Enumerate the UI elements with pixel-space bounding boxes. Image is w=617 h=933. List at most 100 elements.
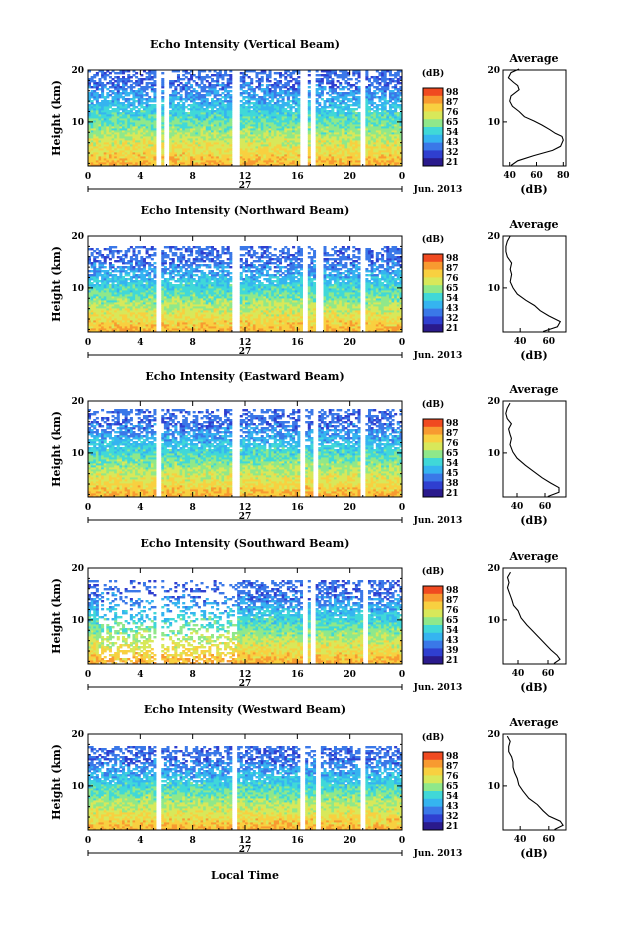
heatmap-cell (91, 86, 94, 88)
heatmap-cell (297, 76, 300, 78)
heatmap-cell (135, 106, 138, 108)
heatmap-cell (182, 78, 185, 80)
heatmap-cell (101, 82, 104, 84)
colorbar-unit: (dB) (422, 68, 444, 79)
heatmap-cell (127, 86, 130, 88)
heatmap-cell (104, 96, 107, 98)
heatmap-cell (350, 78, 353, 80)
heatmap-cell (109, 86, 112, 88)
heatmap-cell (284, 108, 287, 110)
heatmap-cell (284, 90, 287, 92)
heatmap-cell (329, 80, 332, 82)
heatmap-cell (326, 106, 329, 108)
heatmap-cell (334, 112, 337, 114)
heatmap-cell (91, 76, 94, 78)
heatmap-cell (187, 108, 190, 110)
heatmap-cell (93, 104, 96, 106)
heatmap-cell (326, 110, 329, 112)
heatmap-cell (279, 104, 282, 106)
heatmap-cell (287, 80, 290, 82)
heatmap-cell (148, 96, 151, 98)
y-axis-label: Height (km) (50, 80, 63, 156)
heatmap-cell (289, 80, 292, 82)
heatmap-cell (109, 94, 112, 96)
heatmap-cell (397, 104, 400, 106)
heatmap-cell (266, 74, 269, 76)
heatmap-cell (255, 94, 258, 96)
heatmap-cell (132, 82, 135, 84)
heatmap-cell (219, 98, 222, 100)
heatmap-cell (347, 88, 350, 90)
colorbar-swatch (423, 88, 443, 96)
heatmap-cell (187, 112, 190, 114)
heatmap-cell (195, 82, 198, 84)
heatmap-cell (193, 88, 196, 90)
heatmap-cell (342, 86, 345, 88)
heatmap-cell (284, 76, 287, 78)
heatmap-cell (324, 74, 327, 76)
heatmap-cell (321, 98, 324, 100)
heatmap-cell (98, 78, 101, 80)
heatmap-cell (271, 84, 274, 86)
heatmap-cell (140, 86, 143, 88)
heatmap-cell (146, 82, 149, 84)
heatmap-cell (371, 82, 374, 84)
heatmap-cell (130, 108, 133, 110)
heatmap-cell (271, 104, 274, 106)
heatmap-cell (389, 90, 392, 92)
heatmap-cell (355, 108, 358, 110)
heatmap-cell (208, 76, 211, 78)
heatmap-cell (242, 96, 245, 98)
heatmap-cell (355, 96, 358, 98)
heatmap-cell (392, 102, 395, 104)
profile-x-tick-label: 60 (530, 171, 543, 181)
heatmap-cell (135, 110, 138, 112)
heatmap-cell (308, 86, 311, 88)
heatmap-cell (337, 104, 340, 106)
heatmap-cell (130, 84, 133, 86)
heatmap-cell (195, 90, 198, 92)
heatmap-cell (373, 102, 376, 104)
heatmap-cell (350, 104, 353, 106)
heatmap-cell (378, 112, 381, 114)
heatmap-cell (221, 96, 224, 98)
heatmap-cell (177, 84, 180, 86)
heatmap-cell (148, 104, 151, 106)
heatmap-cell (91, 100, 94, 102)
heatmap-cell (161, 96, 164, 98)
heatmap-cell (185, 76, 188, 78)
heatmap-cell (227, 74, 230, 76)
heatmap-cell (339, 74, 342, 76)
heatmap-cell (122, 76, 125, 78)
heatmap-cell (177, 102, 180, 104)
heatmap-cell (347, 82, 350, 84)
heatmap-cell (365, 86, 368, 88)
heatmap-cell (146, 72, 149, 74)
heatmap-cell (324, 100, 327, 102)
heatmap-cell (224, 104, 227, 106)
heatmap-cell (394, 80, 397, 82)
heatmap-cell (276, 80, 279, 82)
heatmap-cell (227, 100, 230, 102)
heatmap-cell (344, 112, 347, 114)
heatmap-cell (358, 80, 361, 82)
heatmap-cell (190, 84, 193, 86)
heatmap-cell (284, 82, 287, 84)
heatmap-cell (287, 110, 290, 112)
heatmap-cell (146, 92, 149, 94)
heatmap-cell (292, 112, 295, 114)
heatmap-cell (109, 110, 112, 112)
heatmap-cell (119, 92, 122, 94)
heatmap-cell (352, 102, 355, 104)
panel-title: Echo Intensity (Vertical Beam) (150, 38, 340, 51)
heatmap-cell (117, 76, 120, 78)
heatmap-cell (350, 84, 353, 86)
heatmap-cell (321, 86, 324, 88)
heatmap-cell (355, 82, 358, 84)
heatmap-cell (180, 86, 183, 88)
heatmap-cell (182, 102, 185, 104)
heatmap-cell (146, 98, 149, 100)
heatmap-cell (187, 72, 190, 74)
heatmap-cell (180, 82, 183, 84)
heatmap-cell (143, 106, 146, 108)
